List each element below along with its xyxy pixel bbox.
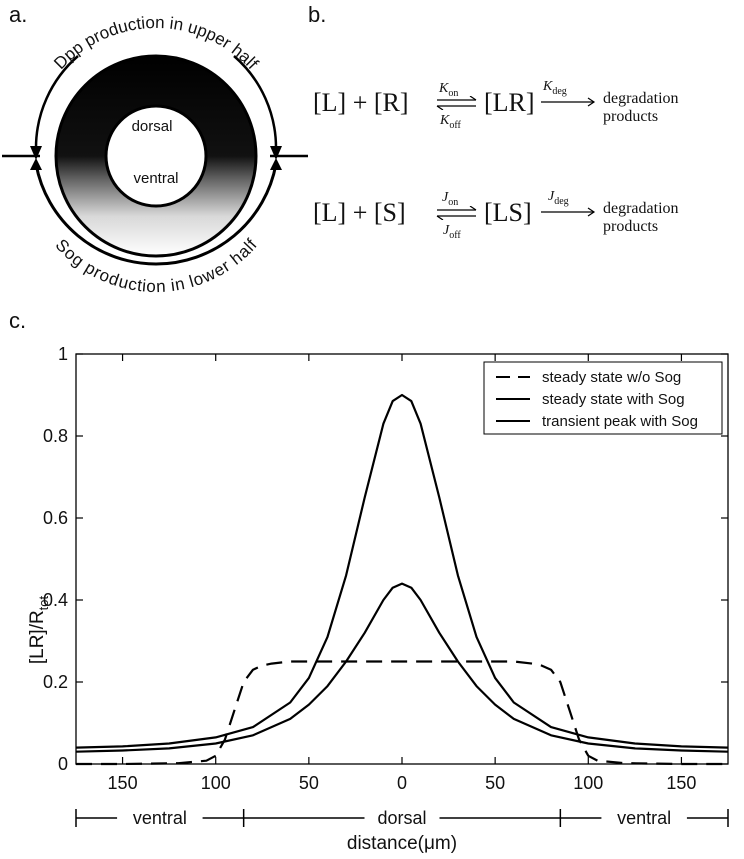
region-label-ventral: ventral [133, 808, 187, 828]
x-tick-label: 150 [108, 773, 138, 793]
ring-shape [56, 56, 256, 256]
series-line-1 [76, 660, 728, 766]
x-axis-label: distance(μm) [347, 833, 457, 854]
legend: steady state w/o Sog steady state with So… [483, 361, 723, 435]
reaction-1-complex: [LR] [484, 88, 535, 117]
reaction-2-jdeg: Jdeg [548, 189, 569, 207]
legend-label-1: steady state w/o Sog [542, 369, 681, 386]
region-axis: ventral dorsal ventral [75, 808, 729, 828]
x-tick-label: 150 [666, 773, 696, 793]
axes: 0 0.2 0.4 0.6 0.8 1 150 100 50 0 50 100 150 [43, 344, 729, 793]
x-tick-label: 100 [201, 773, 231, 793]
degradation-arrow-2 [541, 207, 596, 217]
reaction-2-jon: Jon [442, 190, 459, 208]
panel-label-a: a. [9, 2, 28, 27]
y-axis-label: [LR]/Rtot [27, 595, 51, 664]
reaction-2-joff: Joff [443, 223, 461, 241]
x-tick-label: 100 [573, 773, 603, 793]
y-tick-label: 0 [58, 754, 68, 774]
region-label-ventral: ventral [617, 808, 671, 828]
panel-label-c: c. [9, 308, 27, 333]
equilibrium-arrow-2 [436, 206, 477, 220]
equilibrium-arrow-1 [436, 96, 477, 110]
lower-arrow [34, 163, 278, 266]
reaction-2-reactants: [L] + [S] [313, 198, 406, 227]
panel-label-b: b. [308, 2, 327, 27]
series-line-2 [75, 393, 729, 749]
reaction-2-complex: [LS] [484, 198, 532, 227]
ventral-label: ventral [133, 170, 178, 187]
y-tick-label: 0.6 [43, 508, 68, 528]
region-label-dorsal: dorsal [377, 808, 426, 828]
y-tick-label: 0.2 [43, 672, 68, 692]
upper-arrow-right [233, 55, 278, 151]
legend-label-3: transient peak with Sog [542, 413, 698, 430]
reaction-1-kon: Kon [439, 81, 459, 99]
y-tick-label: 1 [58, 344, 68, 364]
reaction-1-reactants: [L] + [R] [313, 88, 409, 117]
lr-profile-chart: 0 0.2 0.4 0.6 0.8 1 150 100 50 0 50 100 150 steady s… [27, 344, 729, 854]
series-line-3 [75, 582, 729, 753]
x-tick-label: 0 [397, 773, 407, 793]
dorsal-label: dorsal [132, 118, 173, 135]
y-tick-label: 0.8 [43, 426, 68, 446]
y-tick-label: 0.4 [43, 590, 68, 610]
series-lines [75, 393, 729, 766]
upper-arrow-left [34, 55, 79, 151]
degradation-arrow-1 [541, 97, 596, 107]
ring-diagram: Dpp production in upper half Sog product… [2, 13, 308, 296]
reaction-2-products: degradation products [603, 200, 679, 235]
x-tick-label: 50 [299, 773, 319, 793]
x-tick-label: 50 [485, 773, 505, 793]
legend-label-2: steady state with Sog [542, 391, 685, 408]
reaction-1-kdeg: Kdeg [543, 79, 567, 97]
reaction-1-koff: Koff [440, 113, 461, 131]
reaction-1-products: degradation products [603, 90, 679, 125]
